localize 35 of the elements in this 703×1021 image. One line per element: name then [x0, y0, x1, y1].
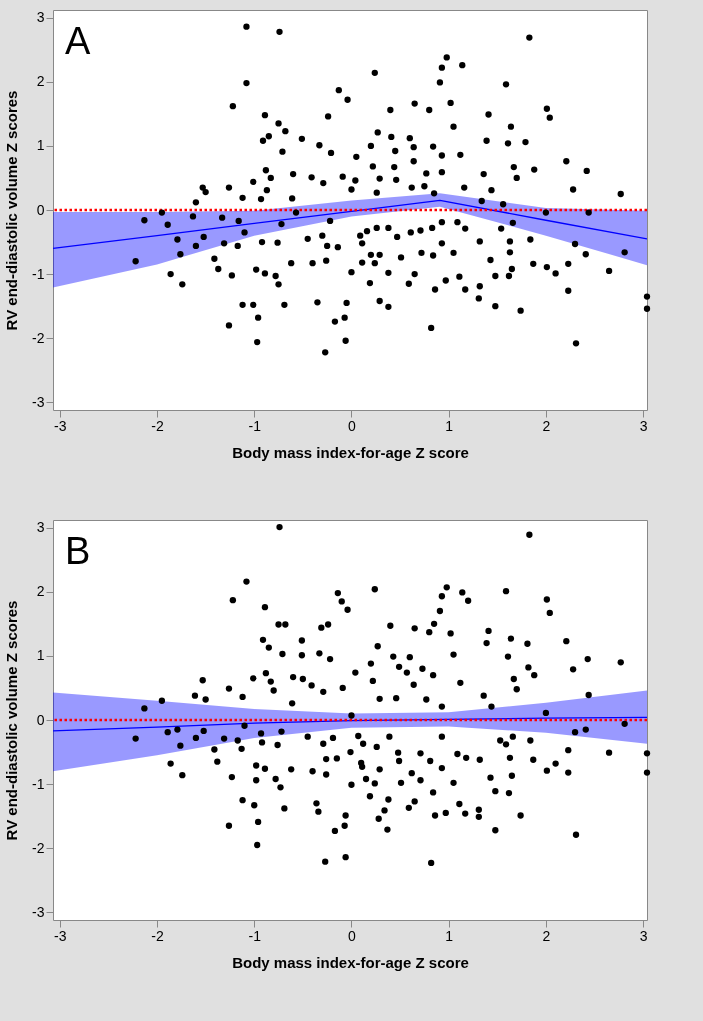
y-axis-title: RV end-diastolic volume Z scores — [3, 600, 21, 841]
x-tick-label: 1 — [445, 927, 454, 944]
y-tick-label: 2 — [36, 73, 45, 90]
annotation: A — [65, 20, 91, 62]
x-tick-label: -1 — [248, 417, 262, 434]
x-tick-label: 1 — [445, 417, 454, 434]
y-tick-label: 1 — [36, 137, 45, 154]
y-tick-label: -3 — [32, 393, 45, 410]
x-tick-label: 2 — [542, 417, 551, 434]
x-tick-label: -2 — [151, 417, 164, 434]
y-tick-label: -1 — [32, 265, 45, 282]
x-tick-label: -3 — [54, 927, 67, 944]
y-axis-title: RV end-diastolic volume Z scores — [3, 90, 21, 331]
x-tick-label: 0 — [348, 417, 357, 434]
line-series — [53, 199, 647, 250]
x-tick-label: 2 — [542, 927, 551, 944]
y-tick-label: 1 — [36, 647, 45, 664]
x-tick-label: 0 — [348, 927, 357, 944]
x-tick-label: -2 — [151, 927, 164, 944]
y-tick-label: 0 — [36, 201, 45, 218]
x-axis-title: Body mass index-for-age Z score — [232, 443, 469, 461]
x-tick-label: -1 — [248, 927, 262, 944]
x-tick-label: 3 — [639, 927, 648, 944]
y-tick-label: 0 — [36, 711, 45, 728]
y-tick-label: -1 — [32, 775, 45, 792]
x-axis-title: Body mass index-for-age Z score — [232, 953, 469, 971]
y-tick-label: -3 — [32, 903, 45, 920]
y-tick-label: 3 — [36, 9, 45, 26]
x-tick-label: 3 — [639, 417, 648, 434]
y-tick-label: -2 — [32, 839, 45, 856]
y-tick-label: 3 — [36, 519, 45, 536]
annotation: B — [65, 530, 91, 572]
y-tick-label: 2 — [36, 583, 45, 600]
x-tick-label: -3 — [54, 417, 67, 434]
y-tick-label: -2 — [32, 329, 45, 346]
